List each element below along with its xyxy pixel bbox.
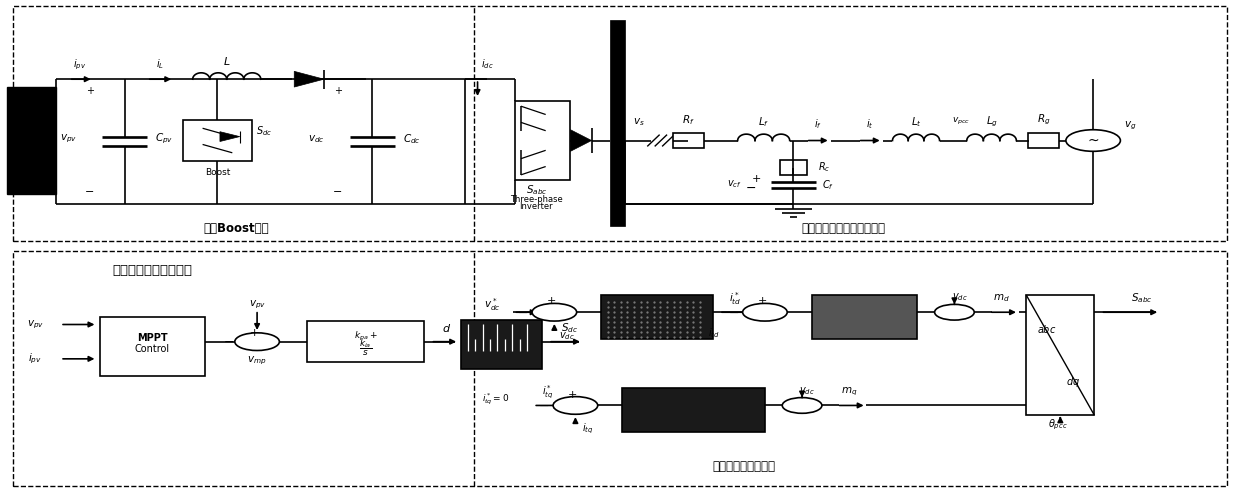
Text: 并网电压电流控制器: 并网电压电流控制器	[712, 461, 775, 473]
Text: $v_g$: $v_g$	[1125, 120, 1137, 132]
Bar	[601, 295, 713, 339]
Text: $i_{dc}$: $i_{dc}$	[481, 58, 494, 71]
Text: $R_c$: $R_c$	[818, 160, 831, 174]
Text: $m_d$: $m_d$	[993, 293, 1009, 305]
Text: $v_{pv}$: $v_{pv}$	[248, 299, 265, 311]
Text: +: +	[86, 87, 94, 96]
Text: $v_{dc}$: $v_{dc}$	[309, 133, 325, 145]
Circle shape	[553, 397, 598, 414]
Text: $d$: $d$	[441, 322, 451, 334]
Text: Control: Control	[135, 344, 170, 354]
Text: −: −	[518, 307, 528, 320]
Text: $\theta_{pcc}$: $\theta_{pcc}$	[1048, 418, 1068, 432]
Bar	[622, 388, 765, 432]
Text: −: −	[746, 182, 756, 195]
Bar	[7, 87, 57, 194]
Text: Inverter: Inverter	[520, 202, 553, 211]
Text: $i_L$: $i_L$	[156, 58, 165, 71]
Text: +: +	[751, 174, 761, 184]
Text: $i_{td}$: $i_{td}$	[708, 326, 720, 340]
Text: −: −	[223, 336, 234, 349]
Bar	[515, 101, 570, 180]
Text: $C_{dc}$: $C_{dc}$	[403, 132, 420, 146]
Text: $i_{pv}$: $i_{pv}$	[29, 352, 42, 366]
Text: 并网逆变器交流侧简化电路: 并网逆变器交流侧简化电路	[801, 222, 885, 235]
Text: $v_{dc}$: $v_{dc}$	[799, 385, 815, 397]
Text: +: +	[568, 390, 578, 400]
Text: $v_{dc}$: $v_{dc}$	[951, 292, 967, 304]
Text: $S_{abc}$: $S_{abc}$	[1131, 292, 1152, 306]
Text: +: +	[758, 297, 768, 307]
Bar	[812, 295, 918, 339]
Text: −: −	[729, 307, 739, 320]
Text: $abc$: $abc$	[1037, 323, 1056, 335]
Text: $i_{tq}^*$: $i_{tq}^*$	[542, 384, 554, 401]
Text: +: +	[250, 328, 259, 338]
Circle shape	[1066, 130, 1121, 152]
Bar	[1027, 295, 1095, 415]
Text: −: −	[539, 400, 549, 413]
Text: $v_{pcc}$: $v_{pcc}$	[951, 116, 970, 127]
Text: $i_{tq}$: $i_{tq}$	[582, 422, 594, 436]
Polygon shape	[570, 130, 591, 152]
Text: $C_{pv}$: $C_{pv}$	[155, 132, 174, 146]
Text: MPPT: MPPT	[138, 333, 167, 343]
Text: $v_{cf}$: $v_{cf}$	[727, 178, 742, 189]
Text: $m_q$: $m_q$	[841, 386, 857, 398]
Text: $k_{pa}+$: $k_{pa}+$	[353, 330, 377, 343]
Text: −: −	[86, 187, 94, 197]
Text: $dq$: $dq$	[1065, 374, 1080, 389]
Text: $v_s$: $v_s$	[632, 116, 645, 128]
Text: $S_{dc}$: $S_{dc}$	[560, 321, 578, 335]
Circle shape	[782, 398, 822, 413]
Text: 前级Boost电路: 前级Boost电路	[203, 222, 269, 235]
Text: $v_{mp}$: $v_{mp}$	[247, 354, 267, 367]
Bar	[780, 159, 807, 175]
Text: $L_g$: $L_g$	[986, 115, 998, 129]
Text: $C_f$: $C_f$	[822, 178, 835, 191]
Text: $i_{td}^*$: $i_{td}^*$	[729, 290, 742, 307]
Polygon shape	[219, 132, 239, 142]
Text: Boost: Boost	[205, 168, 231, 177]
Bar	[306, 321, 424, 362]
Text: $i_{pv}$: $i_{pv}$	[73, 57, 87, 72]
Bar	[610, 20, 625, 226]
Text: $R_f$: $R_f$	[682, 113, 694, 127]
Text: 最大功率点追踪控制器: 最大功率点追踪控制器	[112, 264, 192, 277]
Text: $L_f$: $L_f$	[758, 115, 769, 129]
Text: +: +	[547, 297, 557, 307]
Bar	[182, 120, 252, 161]
Text: $i_{tq}^*=0$: $i_{tq}^*=0$	[482, 392, 510, 407]
Bar	[99, 317, 205, 376]
Circle shape	[532, 304, 577, 321]
Text: $v_{dc}^*$: $v_{dc}^*$	[484, 297, 501, 313]
Bar	[461, 320, 542, 369]
Text: Three-phase: Three-phase	[510, 195, 563, 204]
Text: +: +	[334, 87, 341, 96]
Circle shape	[234, 333, 279, 350]
Text: $\dfrac{k_{ia}}{s}$: $\dfrac{k_{ia}}{s}$	[358, 338, 372, 358]
Text: −: −	[332, 187, 342, 197]
Text: $v_{dc}$: $v_{dc}$	[559, 330, 574, 341]
Text: $L_t$: $L_t$	[910, 115, 921, 129]
Circle shape	[935, 305, 975, 320]
Text: $R_g$: $R_g$	[1037, 113, 1050, 127]
Text: $i_f$: $i_f$	[815, 117, 822, 131]
Polygon shape	[294, 71, 324, 87]
Circle shape	[743, 304, 787, 321]
Bar	[672, 133, 703, 148]
Text: $v_{pv}$: $v_{pv}$	[61, 133, 77, 145]
Bar	[1028, 133, 1059, 148]
Text: $L$: $L$	[223, 55, 231, 66]
Text: $S_{dc}$: $S_{dc}$	[257, 124, 273, 138]
Text: $S_{abc}$: $S_{abc}$	[526, 184, 547, 197]
Text: ~: ~	[1087, 133, 1099, 148]
Text: $i_t$: $i_t$	[867, 117, 874, 131]
Text: $v_{pv}$: $v_{pv}$	[27, 318, 43, 331]
